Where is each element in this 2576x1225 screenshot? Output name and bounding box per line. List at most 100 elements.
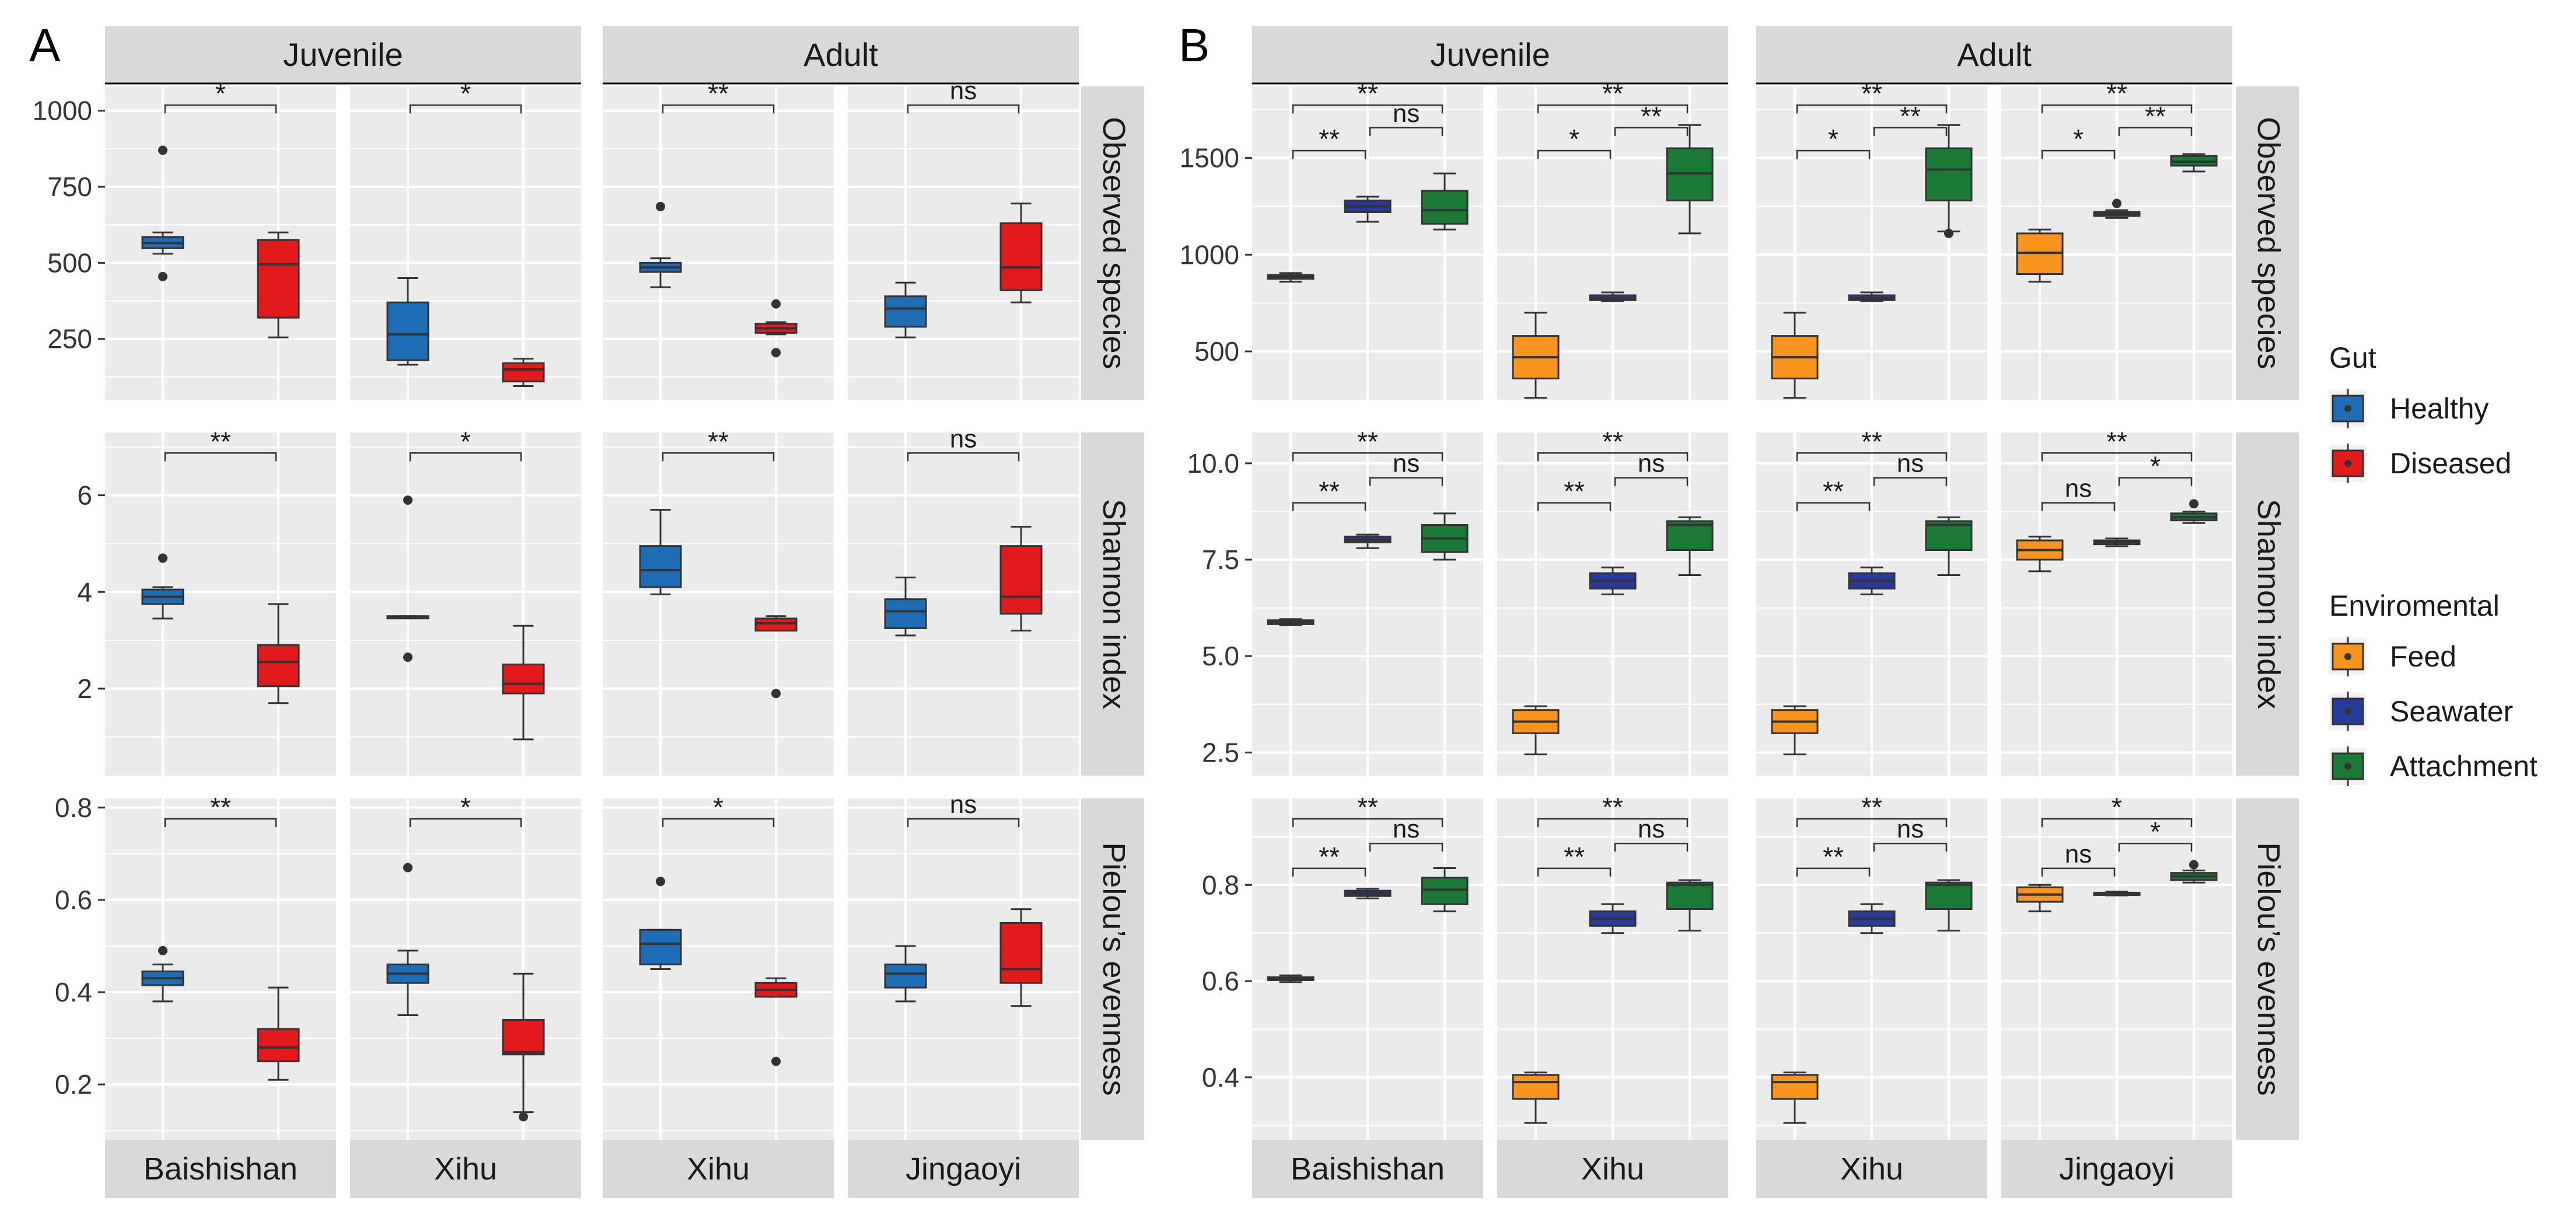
box-attachment [1925, 147, 1973, 202]
significance-bracket [1796, 867, 1871, 877]
box-healthy [639, 545, 682, 588]
legend-label-attachment: Attachment [2390, 750, 2537, 783]
row-strip [1081, 798, 1144, 1140]
box-diseased [257, 644, 300, 687]
site-strip [848, 1140, 1079, 1198]
significance-bracket [1873, 127, 1948, 136]
row-strip [1081, 432, 1144, 776]
significance-label: ** [2106, 78, 2127, 109]
significance-bracket [2118, 127, 2193, 136]
outlier-point [771, 689, 781, 699]
significance-bracket [1292, 818, 1443, 828]
significance-label: ** [1357, 426, 1378, 456]
significance-label: ** [210, 792, 231, 822]
legend-key-dot [2344, 460, 2351, 467]
facet-background [105, 86, 336, 400]
significance-bracket [1537, 818, 1689, 828]
y-tick-label: 0.4 [1202, 1062, 1239, 1093]
row-strip-label: Pielou’s evenness [2251, 842, 2286, 1095]
significance-bracket [2118, 842, 2193, 852]
site-strip-label: Xihu [1840, 1151, 1903, 1186]
significance-label: ** [1602, 78, 1623, 109]
significance-label: * [460, 78, 471, 109]
significance-bracket [1537, 104, 1689, 114]
significance-label: ns [1897, 449, 1924, 478]
row-strip [2236, 86, 2299, 400]
y-tick-label: 0.4 [55, 977, 92, 1007]
significance-label: ns [1393, 815, 1420, 843]
site-strip-label: Jingaoyi [906, 1151, 1021, 1186]
legend-label-diseased: Diseased [2390, 447, 2511, 480]
box-healthy [639, 929, 682, 966]
facet-background [848, 432, 1079, 776]
significance-bracket [1537, 452, 1689, 462]
significance-bracket [907, 818, 1020, 828]
legend: Gut Healthy Diseased Enviromental Feed Seawat… [2329, 341, 2537, 786]
significance-bracket [1796, 818, 1948, 828]
box-attachment [1666, 881, 1714, 910]
outlier-point [771, 299, 781, 309]
significance-label: ** [1602, 426, 1623, 456]
significance-bracket [1292, 104, 1443, 114]
site-strip [1756, 1140, 1987, 1198]
panel-letter-a: A [29, 19, 61, 71]
group-strip-label: Juvenile [1430, 36, 1550, 73]
outlier-point [1944, 228, 1953, 238]
significance-label: ** [1861, 792, 1882, 822]
site-strip-label: Xihu [1581, 1151, 1644, 1186]
facet-background [105, 432, 336, 776]
facet-background [350, 432, 581, 776]
significance-bracket [1873, 477, 1948, 486]
significance-label: ** [1823, 842, 1844, 872]
box-diseased [257, 239, 300, 319]
site-strip [603, 1140, 834, 1198]
significance-label: ** [1564, 476, 1585, 507]
box-feed [1512, 1074, 1560, 1100]
facet-background [105, 798, 336, 1140]
significance-bracket [1369, 127, 1443, 136]
facet-background [848, 86, 1079, 400]
significance-label: ns [2065, 840, 2092, 868]
legend-label-feed: Feed [2390, 640, 2456, 673]
significance-label: * [2073, 124, 2084, 154]
significance-label: ** [1641, 101, 1662, 131]
y-tick-label: 250 [47, 324, 92, 354]
significance-bracket [1796, 104, 1948, 114]
box-diseased [502, 1018, 545, 1056]
row-strip-label: Shannon index [1096, 499, 1131, 709]
legend-label-healthy: Healthy [2390, 392, 2489, 425]
significance-label: ns [1897, 815, 1924, 843]
group-strip-label: Juvenile [283, 36, 403, 73]
row-strip [2236, 432, 2299, 776]
y-tick-label: 1000 [1180, 239, 1239, 270]
site-strip [1497, 1140, 1728, 1198]
significance-label: * [2150, 451, 2161, 481]
outlier-point [771, 1056, 781, 1066]
significance-bracket [1796, 149, 1871, 159]
significance-label: ** [1319, 476, 1340, 507]
box-feed [1771, 1074, 1819, 1100]
y-tick-label: 7.5 [1202, 545, 1239, 575]
outlier-point [403, 495, 413, 505]
significance-bracket [1614, 842, 1689, 852]
y-tick-label: 1500 [1180, 143, 1239, 173]
significance-label: ** [1602, 792, 1623, 822]
significance-label: ns [2065, 474, 2092, 503]
legend-key-dot [2344, 653, 2351, 660]
site-strip [105, 1140, 336, 1198]
y-tick-label: 10.0 [1187, 448, 1239, 479]
row-strip-label: Pielou’s evenness [1096, 842, 1131, 1095]
significance-bracket [662, 104, 775, 114]
site-strip [350, 1140, 581, 1198]
site-strip-label: Baishishan [1291, 1151, 1445, 1186]
outlier-point [2189, 499, 2198, 509]
significance-bracket [1796, 502, 1871, 511]
facet-background [848, 798, 1079, 1140]
y-tick-label: 750 [47, 172, 92, 202]
significance-bracket [907, 452, 1020, 462]
facet-background [350, 86, 581, 400]
y-tick-label: 2.5 [1202, 737, 1239, 767]
significance-label: * [1828, 124, 1838, 154]
significance-bracket [1873, 842, 1948, 852]
box-diseased [999, 222, 1043, 291]
